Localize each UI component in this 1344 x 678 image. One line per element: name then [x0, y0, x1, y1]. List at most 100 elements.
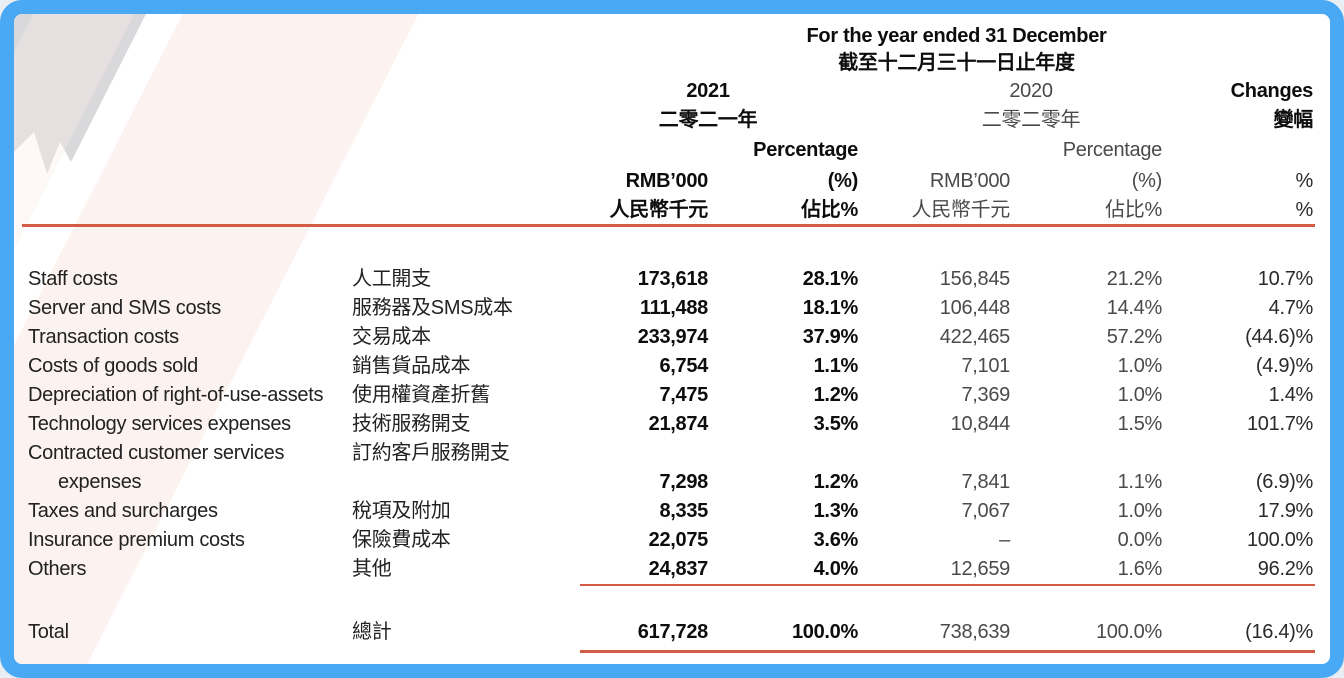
table-row: Taxes and surcharges 稅項及附加 8,335 1.3% 7,… — [28, 497, 1313, 526]
pct-2021: 28.1% — [802, 268, 859, 290]
value-2020: – — [999, 529, 1010, 551]
value-2021: 24,837 — [648, 558, 709, 580]
total-pct-2020: 100.0% — [1095, 620, 1162, 643]
pct-2020: 1.5% — [1117, 413, 1163, 435]
rmb-2020-label-zh: 人民幣千元 — [911, 199, 1011, 221]
value-2020: 422,465 — [939, 326, 1011, 348]
year-2020-label: 2020 — [1009, 79, 1053, 102]
change-pct: 1.4% — [1268, 384, 1314, 406]
value-2020: 7,369 — [961, 384, 1010, 406]
value-2020: 7,101 — [961, 355, 1010, 377]
table-row: Technology services expenses 技術服務開支 21,8… — [28, 410, 1313, 439]
total-value-2021: 617,728 — [637, 620, 709, 643]
pct-2021: 1.3% — [813, 500, 859, 522]
row-label-zh: 銷售貨品成本 — [352, 355, 471, 377]
value-2021 — [558, 439, 708, 468]
pct-2021: 1.1% — [813, 355, 859, 377]
rmb-2021-label: RMB’000 — [625, 170, 709, 192]
pct-2020: 1.0% — [1117, 500, 1163, 522]
change-pct: 101.7% — [1246, 413, 1314, 435]
year-2020-label-zh: 二零二零年 — [981, 108, 1081, 131]
value-2020 — [858, 439, 1010, 468]
pct-2020: 0.0% — [1117, 529, 1163, 551]
row-label-zh: 技術服務開支 — [352, 413, 471, 435]
pct-2021: 4.0% — [813, 558, 859, 580]
value-2020: 106,448 — [939, 297, 1011, 319]
row-label-zh: 服務器及SMS成本 — [352, 297, 513, 319]
change-pct: (44.6)% — [1245, 326, 1314, 348]
change-pct — [1162, 439, 1313, 468]
total-label-en: Total — [28, 620, 69, 643]
row-label-en: Costs of goods sold — [28, 355, 198, 377]
pct-2021: 37.9% — [802, 326, 859, 348]
total-divider-rule — [580, 650, 1315, 653]
period-title-zh: 截至十二月三十一日止年度 — [838, 51, 1075, 74]
header-year-row-en: 2021 2020 Changes — [28, 76, 1313, 106]
row-label-en: Insurance premium costs — [28, 529, 245, 551]
year-2021-label-zh: 二零二一年 — [658, 108, 758, 131]
change-pct: 100.0% — [1246, 529, 1314, 551]
row-label-zh: 訂約客戶服務開支 — [352, 442, 510, 464]
changes-pct-sign: % — [1295, 170, 1314, 192]
pct-2021: 3.6% — [813, 529, 859, 551]
pct-2020: 57.2% — [1106, 326, 1163, 348]
rmb-2020-label: RMB’000 — [929, 170, 1010, 192]
header-period-row-zh: 截至十二月三十一日止年度 — [28, 50, 1313, 76]
change-pct: 4.7% — [1268, 297, 1314, 319]
rmb-2021-label-zh: 人民幣千元 — [609, 199, 709, 221]
row-label-zh: 稅項及附加 — [352, 500, 451, 522]
header-year-row-zh: 二零二一年 二零二零年 變幅 — [28, 106, 1314, 134]
changes-label: Changes — [1230, 79, 1314, 102]
value-2021: 7,475 — [659, 384, 708, 406]
row-label-en: Taxes and surcharges — [28, 500, 218, 522]
table-row: Others 其他 24,837 4.0% 12,659 1.6% 96.2% — [28, 555, 1313, 584]
changes-label-zh: 變幅 — [1273, 108, 1314, 131]
row-label-zh: 人工開支 — [352, 268, 431, 290]
header-units-row-en: RMB’000 (%) RMB’000 (%) % — [28, 167, 1314, 196]
value-2021: 21,874 — [648, 413, 709, 435]
value-2021: 8,335 — [659, 500, 708, 522]
pct-2021: 3.5% — [813, 413, 859, 435]
total-value-2020: 738,639 — [939, 620, 1011, 643]
subtotal-divider-rule — [580, 584, 1315, 586]
table-row: Contracted customer services 訂約客戶服務開支 — [28, 439, 1313, 468]
change-pct: 96.2% — [1257, 558, 1314, 580]
pct-2020: 1.0% — [1117, 384, 1163, 406]
row-label-zh — [352, 468, 558, 497]
pct-2020 — [1010, 439, 1162, 468]
total-change-pct: (16.4)% — [1245, 620, 1314, 643]
table-row: Insurance premium costs 保險費成本 22,075 3.6… — [28, 526, 1313, 555]
row-label-en: Depreciation of right-of-use-assets — [28, 384, 324, 406]
value-2021: 233,974 — [637, 326, 709, 348]
row-label-en: Technology services expenses — [28, 413, 291, 435]
header-units-row-zh: 人民幣千元 佔比% 人民幣千元 佔比% % — [28, 196, 1314, 225]
value-2020: 12,659 — [950, 558, 1011, 580]
pct-2020-label: (%) — [1131, 170, 1163, 192]
row-label-zh: 交易成本 — [352, 326, 431, 348]
value-2020: 10,844 — [950, 413, 1011, 435]
table-row: Staff costs 人工開支 173,618 28.1% 156,845 2… — [28, 265, 1313, 294]
change-pct: (6.9)% — [1255, 471, 1314, 493]
change-pct: 17.9% — [1257, 500, 1314, 522]
value-2020: 7,841 — [961, 471, 1010, 493]
row-label-zh: 保險費成本 — [352, 529, 451, 551]
header-percentage-row: Percentage Percentage — [28, 134, 1313, 167]
row-label-en: Transaction costs — [28, 326, 179, 348]
value-2020: 156,845 — [939, 268, 1011, 290]
changes-pct-sign-2: % — [1295, 199, 1314, 221]
pct-2020: 1.6% — [1117, 558, 1163, 580]
row-label-zh: 其他 — [352, 558, 392, 580]
pct-2020: 1.0% — [1117, 355, 1163, 377]
table-row: Costs of goods sold 銷售貨品成本 6,754 1.1% 7,… — [28, 352, 1313, 381]
total-pct-2021: 100.0% — [791, 620, 858, 643]
row-label-en: Staff costs — [28, 268, 118, 290]
header-period-row-en: For the year ended 31 December — [28, 22, 1313, 50]
pct-2021-label: (%) — [827, 170, 859, 192]
pct-2021-label-zh: 佔比% — [801, 199, 858, 221]
pct-2020: 1.1% — [1117, 471, 1163, 493]
change-pct: 10.7% — [1257, 268, 1314, 290]
expense-breakdown-table: For the year ended 31 December 截至十二月三十一日… — [28, 22, 1313, 652]
row-label-en: Others — [28, 558, 87, 580]
row-label-en: Server and SMS costs — [28, 297, 221, 319]
